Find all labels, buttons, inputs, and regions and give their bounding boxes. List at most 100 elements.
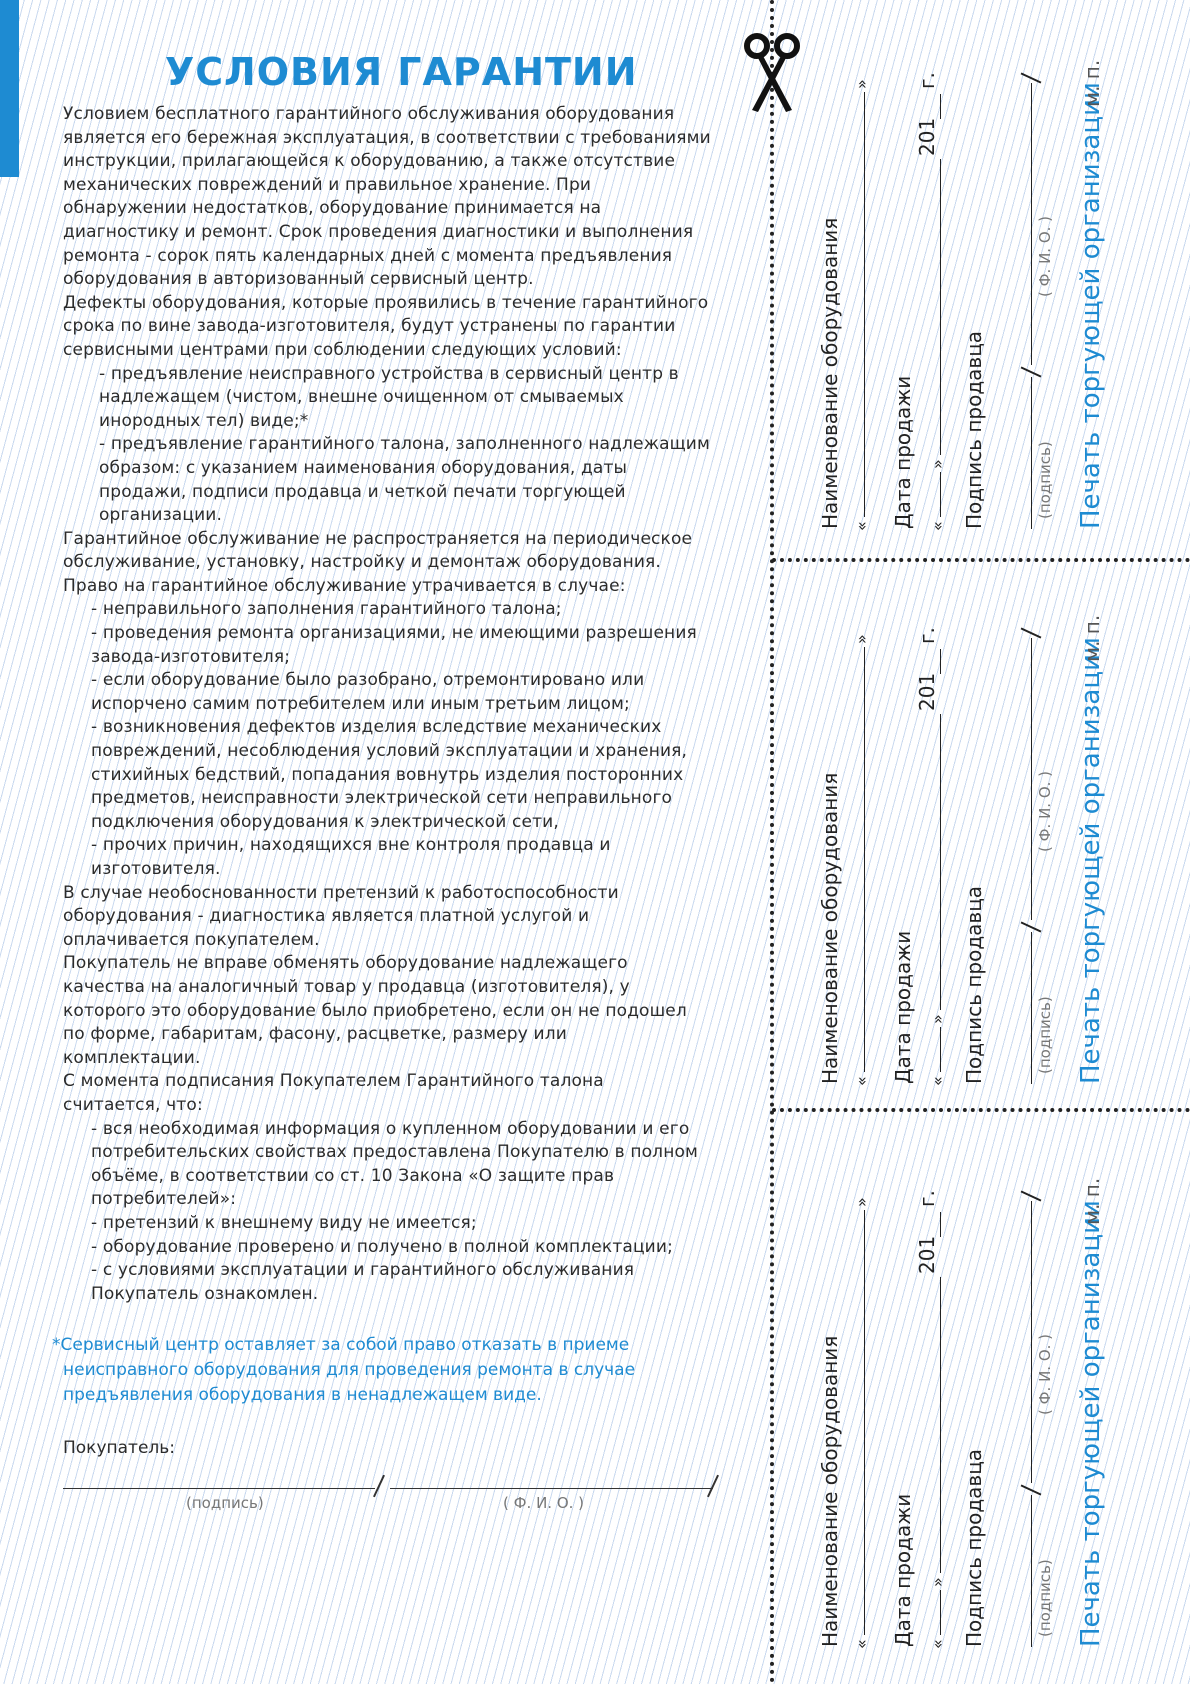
text-line: организации. bbox=[99, 505, 223, 526]
text-line: инструкции, прилагающейся к оборудованию… bbox=[63, 151, 676, 172]
buyer-signature-line[interactable] bbox=[63, 1488, 375, 1489]
text-line: обслуживание, установку, настройку и дем… bbox=[63, 552, 661, 573]
sale-day-field[interactable] bbox=[940, 1027, 941, 1072]
buyer-signature-hint: (подпись) bbox=[186, 1494, 264, 1512]
year-prefix: 201 bbox=[915, 117, 939, 156]
year-prefix: 201 bbox=[915, 1235, 939, 1274]
separator-slash bbox=[1020, 1190, 1042, 1202]
equipment-name-field[interactable] bbox=[864, 92, 865, 517]
equipment-name-field[interactable] bbox=[864, 1210, 865, 1635]
open-quote: « bbox=[852, 1639, 871, 1649]
close-quote: » bbox=[852, 79, 871, 89]
sale-year-field[interactable] bbox=[940, 94, 941, 119]
separator-slash bbox=[1020, 1484, 1042, 1496]
warranty-coupon: Наименование оборудования « » Дата прода… bbox=[772, 560, 1172, 1108]
text-line: С момента подписания Покупателем Гаранти… bbox=[63, 1071, 604, 1092]
text-line: потребительских свойствах предоставлена … bbox=[91, 1142, 698, 1163]
equipment-label: Наименование оборудования bbox=[818, 1335, 842, 1647]
text-line: Гарантийное обслуживание не распространя… bbox=[63, 528, 693, 549]
sale-day-field[interactable] bbox=[940, 1590, 941, 1635]
cut-line-horizontal bbox=[772, 558, 1190, 562]
equipment-label: Наименование оборудования bbox=[818, 217, 842, 529]
text-line: - неправильного заполнения гарантийного … bbox=[91, 599, 562, 620]
text-line: ремонта - сорок пять календарных дней с … bbox=[63, 245, 673, 266]
open-quote: « bbox=[852, 521, 871, 531]
seller-signature-field[interactable] bbox=[1031, 932, 1032, 1084]
text-line: механических повреждений и правильное хр… bbox=[63, 174, 592, 195]
text-line: - оборудование проверено и получено в по… bbox=[91, 1236, 673, 1257]
signature-hint: (подпись) bbox=[1036, 1559, 1054, 1637]
text-line: Дефекты оборудования, которые проявились… bbox=[63, 292, 709, 313]
text-line: считается, что: bbox=[63, 1094, 203, 1115]
name-hint: ( Ф. И. О. ) bbox=[1036, 1333, 1054, 1415]
equipment-label: Наименование оборудования bbox=[818, 772, 842, 1084]
text-line: изготовителя. bbox=[91, 859, 221, 879]
stamp-label: Печать торгующей организации bbox=[1076, 1200, 1106, 1647]
seller-signature-field[interactable] bbox=[1031, 377, 1032, 529]
open-quote: « bbox=[928, 1639, 947, 1649]
sale-year-field[interactable] bbox=[940, 1212, 941, 1237]
text-line: стихийных бедствий, попадания вовнутрь и… bbox=[91, 764, 684, 785]
text-line: - если оборудование было разобрано, отре… bbox=[91, 670, 645, 691]
open-quote: « bbox=[928, 521, 947, 531]
text-line: испорчено самим потребителем или иным тр… bbox=[91, 693, 630, 714]
seller-signature-field[interactable] bbox=[1031, 1495, 1032, 1647]
text-line: надлежащем (чистом, внешне очищенном от … bbox=[99, 387, 624, 408]
text-line: потребителей»: bbox=[91, 1189, 237, 1210]
text-line: - проведения ремонта организациями, не и… bbox=[91, 623, 697, 644]
warranty-coupon: Наименование оборудования « » Дата прода… bbox=[772, 0, 1172, 558]
equipment-name-field[interactable] bbox=[864, 647, 865, 1072]
sale-month-field[interactable] bbox=[940, 159, 941, 455]
sale-year-field[interactable] bbox=[940, 649, 941, 674]
footnote: *Сервисный центр оставляет за собой прав… bbox=[52, 1333, 635, 1408]
text-line: качества на аналогичный товар у продавца… bbox=[63, 976, 630, 997]
scissors-icon bbox=[744, 33, 800, 112]
sale-month-field[interactable] bbox=[940, 1277, 941, 1573]
text-line: Покупатель не вправе обменять оборудован… bbox=[63, 953, 628, 974]
text-line: обнаружении недостатков, оборудование пр… bbox=[63, 198, 602, 219]
text-line: - с условиями эксплуатации и гарантийног… bbox=[91, 1260, 635, 1281]
text-line: В случае необоснованности претензий к ра… bbox=[63, 882, 619, 903]
warranty-terms-text: Условием бесплатного гарантийного обслуж… bbox=[63, 103, 711, 1306]
text-line: Условием бесплатного гарантийного обслуж… bbox=[63, 104, 675, 124]
text-line: сервисными центрами при соблюдении следу… bbox=[63, 339, 622, 360]
text-line: - предъявление гарантийного талона, запо… bbox=[99, 434, 710, 455]
text-line: повреждений, несоблюдения условий эксплу… bbox=[91, 741, 688, 762]
signature-hint: (подпись) bbox=[1036, 441, 1054, 519]
close-quote: » bbox=[852, 1197, 871, 1207]
text-line: продажи, подписи продавца и четкой печат… bbox=[99, 481, 626, 502]
separator-slash bbox=[1020, 366, 1042, 378]
text-line: инородных тел) виде;* bbox=[99, 410, 309, 431]
text-line: образом: с указанием наименования оборуд… bbox=[99, 457, 628, 478]
year-suffix: г. bbox=[915, 1190, 939, 1207]
sale-day-field[interactable] bbox=[940, 472, 941, 517]
close-quote: » bbox=[928, 1014, 947, 1024]
page-title: УСЛОВИЯ ГАРАНТИИ bbox=[165, 50, 638, 94]
sale-date-label: Дата продажи bbox=[891, 930, 915, 1084]
separator-slash bbox=[1020, 72, 1042, 84]
footnote-line: Сервисный центр оставляет за собой право… bbox=[60, 1335, 630, 1355]
year-suffix: г. bbox=[915, 72, 939, 89]
separator-slash bbox=[1020, 627, 1042, 639]
text-line: Покупатель ознакомлен. bbox=[91, 1283, 319, 1304]
stamp-label: Печать торгующей организации bbox=[1076, 82, 1106, 529]
sale-date-label: Дата продажи bbox=[891, 375, 915, 529]
close-quote: » bbox=[852, 634, 871, 644]
text-line: оборудования - диагностика является плат… bbox=[63, 906, 590, 927]
text-line: комплектации. bbox=[63, 1047, 201, 1068]
buyer-name-line[interactable] bbox=[390, 1488, 713, 1489]
text-line: объёме, в соответствии со ст. 10 Закона … bbox=[91, 1165, 615, 1186]
name-hint: ( Ф. И. О. ) bbox=[1036, 770, 1054, 852]
sale-month-field[interactable] bbox=[940, 714, 941, 1010]
seller-name-field[interactable] bbox=[1031, 83, 1032, 365]
seller-name-field[interactable] bbox=[1031, 1201, 1032, 1483]
open-quote: « bbox=[928, 1076, 947, 1086]
text-line: Право на гарантийное обслуживание утрачи… bbox=[63, 575, 626, 596]
cut-line-vertical bbox=[770, 0, 774, 1684]
close-quote: » bbox=[928, 1577, 947, 1587]
text-line: оборудования в авторизованный сервисный … bbox=[63, 269, 534, 290]
footnote-line: предъявления оборудования в ненадлежащем… bbox=[63, 1385, 542, 1405]
buyer-name-hint: ( Ф. И. О. ) bbox=[503, 1494, 585, 1512]
seller-name-field[interactable] bbox=[1031, 638, 1032, 920]
